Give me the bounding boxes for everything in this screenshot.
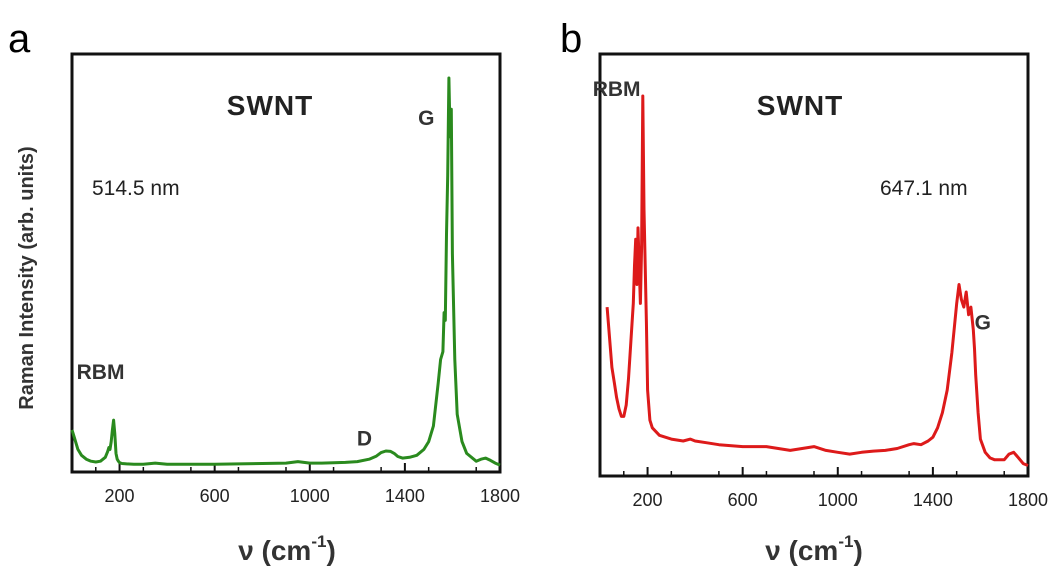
series-line-b	[605, 94, 1029, 467]
y-axis-label: Raman Intensity (arb. units)	[16, 146, 38, 409]
x-tick-label-a: 600	[200, 486, 230, 506]
x-axis-label-b: ν (cm-1)	[765, 532, 863, 566]
chart-title-b: SWNT	[757, 90, 843, 121]
x-axis-label-b-close: )	[853, 535, 862, 566]
x-axis-label-a-close: )	[326, 535, 335, 566]
annotation-g-a: G	[418, 107, 434, 130]
annotation-rbm-a: RBM	[77, 361, 125, 384]
annotations-b: RBM G	[593, 78, 991, 335]
annotation-rbm-b: RBM	[593, 78, 641, 101]
x-ticks-a: 200 600 1000 1400 1800	[95, 463, 520, 506]
x-tick-label-a: 1000	[290, 486, 330, 506]
x-tick-label-b: 200	[633, 490, 663, 510]
series-line-a	[70, 76, 501, 467]
x-tick-label-b: 600	[728, 490, 758, 510]
wavelength-label-a: 514.5 nm	[92, 177, 180, 200]
annotation-g-b: G	[975, 312, 991, 335]
x-axis-label-b-main: ν (cm	[765, 535, 838, 566]
x-tick-label-a: 1800	[480, 486, 520, 506]
x-tick-label-b: 1400	[913, 490, 953, 510]
panel-letter-a: a	[8, 17, 31, 61]
x-ticks-b: 200 600 1000 1400 1800	[623, 467, 1048, 510]
annotation-d-a: D	[357, 428, 372, 451]
x-tick-label-a: 200	[105, 486, 135, 506]
x-axis-label-a-exp: -1	[311, 532, 326, 551]
x-tick-label-a: 1400	[385, 486, 425, 506]
x-tick-label-b: 1000	[818, 490, 858, 510]
x-tick-label-b: 1800	[1008, 490, 1048, 510]
wavelength-label-b: 647.1 nm	[880, 177, 968, 200]
panel-letter-b: b	[560, 17, 582, 61]
annotations-a: RBM D G	[77, 107, 435, 451]
x-axis-label-b-exp: -1	[838, 532, 853, 551]
x-axis-label-a-main: ν (cm	[238, 535, 311, 566]
x-axis-label-a: ν (cm-1)	[238, 532, 336, 566]
chart-panel-a: a Raman Intensity (arb. units) 200 600 100…	[8, 17, 520, 566]
chart-title-a: SWNT	[227, 90, 313, 121]
chart-panel-b: b 200 600 1000 1400 1800 SWNT 647.1 nm RBMG …	[560, 17, 1048, 566]
